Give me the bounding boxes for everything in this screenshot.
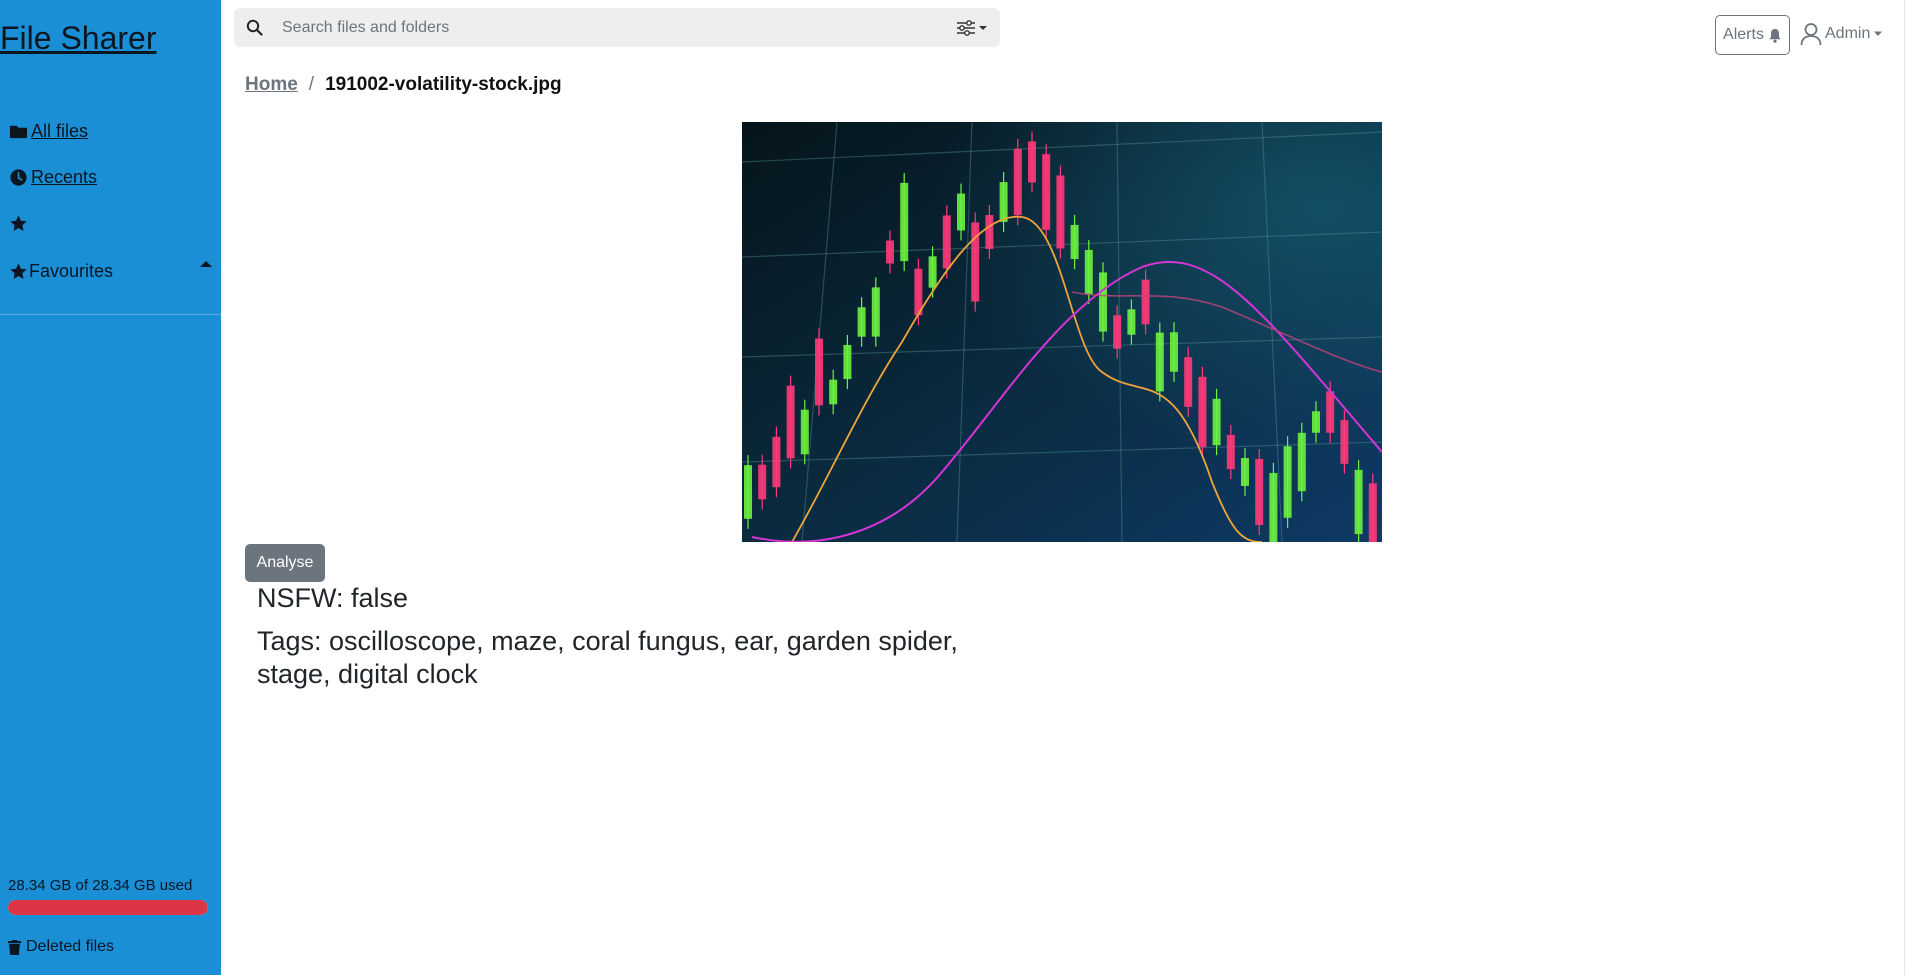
breadcrumb: Home / 191002-volatility-stock.jpg <box>245 74 562 96</box>
user-icon <box>1800 23 1822 46</box>
sidebar-item-label: Recents <box>31 167 98 187</box>
alerts-button[interactable]: Alerts <box>1715 15 1790 55</box>
sidebar-item-label: Deleted files <box>26 938 115 955</box>
chevron-down-icon <box>979 26 987 30</box>
user-menu-button[interactable]: Admin <box>1800 22 1883 46</box>
star-icon <box>10 263 27 280</box>
scrollbar-edge <box>1904 0 1905 975</box>
clock-icon <box>10 169 27 186</box>
bell-icon <box>1769 28 1781 43</box>
sliders-icon <box>957 20 975 36</box>
storage-progress-fill <box>8 900 208 915</box>
nsfw-result: NSFW: false <box>257 583 409 613</box>
breadcrumb-current-file: 191002-volatility-stock.jpg <box>325 74 562 95</box>
trash-icon <box>8 939 21 955</box>
sidebar-item-recents[interactable]: Recents <box>9 167 97 188</box>
file-preview-image <box>742 122 1382 542</box>
caret-up-icon[interactable] <box>199 258 213 270</box>
folder-icon <box>9 125 28 139</box>
brand-link[interactable]: File Sharer <box>0 20 157 56</box>
sidebar-item-favourites[interactable]: Favourites <box>9 261 113 282</box>
sidebar-item-star[interactable] <box>9 214 31 233</box>
star-icon <box>10 215 27 232</box>
tags-result: Tags: oscilloscope, maze, coral fungus, … <box>257 626 958 689</box>
breadcrumb-separator: / <box>308 74 315 95</box>
stock-chart-photo <box>742 122 1382 542</box>
storage-progress-bar <box>8 900 208 915</box>
search-input[interactable] <box>282 8 942 47</box>
search-bar <box>234 8 1000 47</box>
sidebar-item-all-files[interactable]: All files <box>9 121 88 142</box>
sidebar-item-deleted-files[interactable]: Deleted files <box>8 938 114 956</box>
search-icon <box>246 19 263 36</box>
sidebar: File Sharer All files Recents Favourites… <box>0 0 221 975</box>
breadcrumb-home-link[interactable]: Home <box>245 74 298 95</box>
search-filter-button[interactable] <box>956 18 990 38</box>
storage-usage-text: 28.34 GB of 28.34 GB used <box>8 877 193 894</box>
alerts-label: Alerts <box>1723 26 1764 43</box>
analyse-button[interactable]: Analyse <box>245 544 325 582</box>
sidebar-item-label: Favourites <box>29 261 114 281</box>
sidebar-item-label: All files <box>31 121 89 141</box>
sidebar-divider <box>0 314 221 315</box>
chevron-down-icon <box>1874 31 1883 36</box>
user-menu-label: Admin <box>1825 25 1871 42</box>
